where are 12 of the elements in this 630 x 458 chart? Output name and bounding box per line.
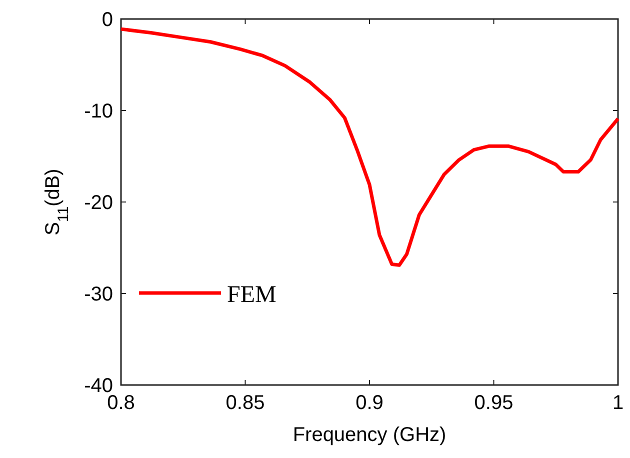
x-tick-label: 0.8 [107, 392, 135, 414]
line-series [119, 27, 620, 267]
y-tick-label: -10 [84, 100, 113, 122]
x-axis-title: Frequency (GHz) [292, 424, 446, 446]
x-tick-label: 0.95 [474, 392, 514, 414]
x-tick-label: 0.85 [226, 392, 265, 414]
x-tick-label: 0.9 [356, 392, 384, 414]
y-tick-label: -30 [84, 284, 113, 306]
y-tick-label: -20 [84, 192, 113, 214]
y-tick-label: 0 [102, 9, 113, 31]
x-tick-label: 1 [612, 392, 624, 414]
legend-label: FEM [227, 282, 276, 308]
